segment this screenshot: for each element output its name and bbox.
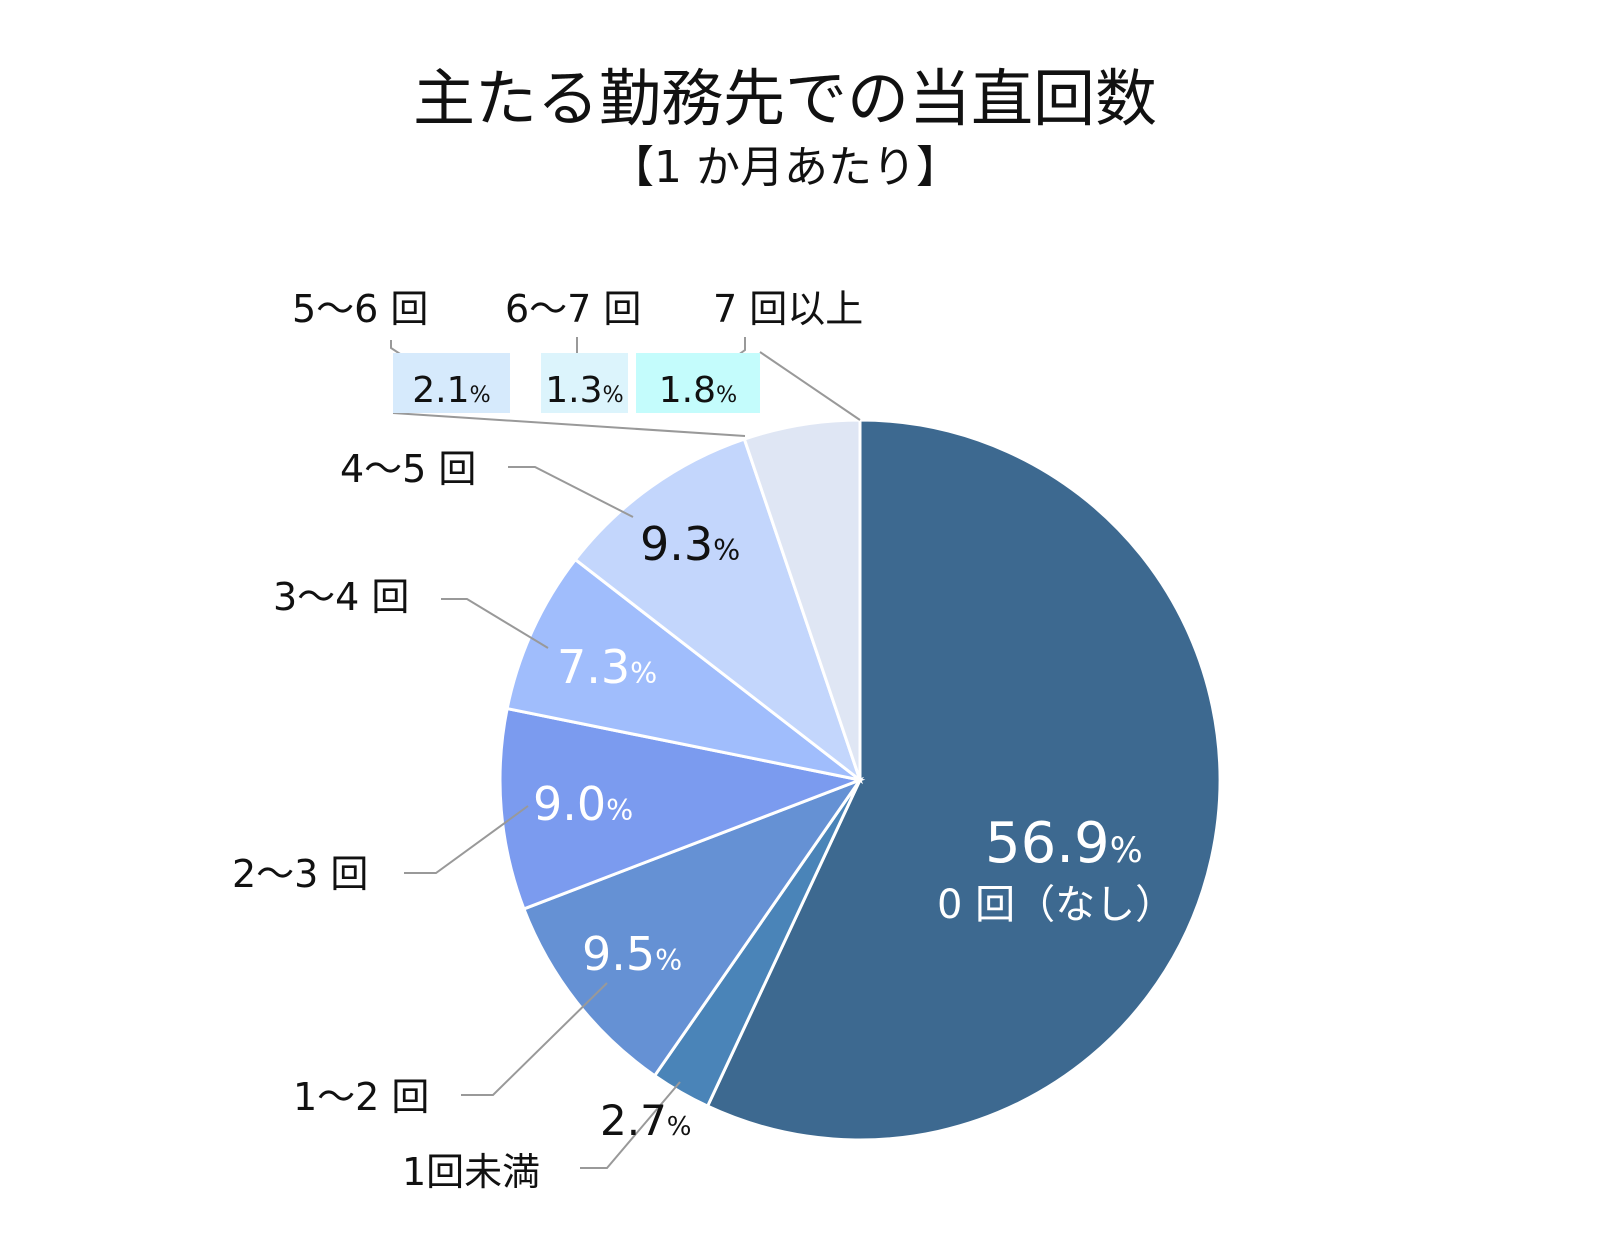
breakdown-category-label: 6～7 回 (505, 287, 641, 331)
leader-line (392, 412, 746, 437)
category-label-5: 4～5 回 (340, 447, 476, 491)
breakdown-box (393, 353, 510, 413)
breakdown-box (541, 353, 628, 413)
value-label-2: 9.5% (582, 927, 682, 981)
value-label-0: 56.9% (985, 811, 1143, 876)
pie-slice (521, 776, 865, 1078)
chart-subtitle: 【1 か月あたり】 (610, 142, 960, 193)
category-label-1: 1回未満 (402, 1150, 540, 1194)
chart-title: 主たる勤務先での当直回数 (413, 62, 1157, 135)
category-label-4: 3～4 回 (273, 575, 409, 619)
breakdown-category-label: 5～6 回 (292, 287, 428, 331)
value-label-4: 7.3% (557, 640, 657, 694)
leader-line (404, 805, 529, 874)
breakdown-category-label: 7 回以上 (713, 287, 863, 331)
leader-line (461, 982, 608, 1096)
pie-slice (498, 706, 866, 911)
breakdown-value-label: 1.3% (545, 370, 623, 411)
breakdown-box (636, 353, 760, 413)
category-label-0: 0 回（なし） (937, 882, 1175, 928)
leader-line (441, 598, 549, 649)
value-label-1: 2.7% (600, 1096, 692, 1145)
value-label-5: 9.3% (640, 517, 740, 571)
value-label-3: 9.0% (533, 777, 633, 831)
leader-line (508, 466, 634, 518)
category-label-2: 1～2 回 (293, 1075, 429, 1119)
pie-slice (505, 557, 861, 782)
leader-line (580, 1081, 681, 1169)
leader-line (759, 351, 861, 421)
category-label-3: 2～3 回 (232, 852, 368, 896)
breakdown-value-label: 1.8% (659, 370, 737, 411)
pie-slice (573, 437, 864, 785)
breakdown-value-label: 2.1% (412, 370, 490, 411)
pie-slice (705, 418, 1222, 1142)
